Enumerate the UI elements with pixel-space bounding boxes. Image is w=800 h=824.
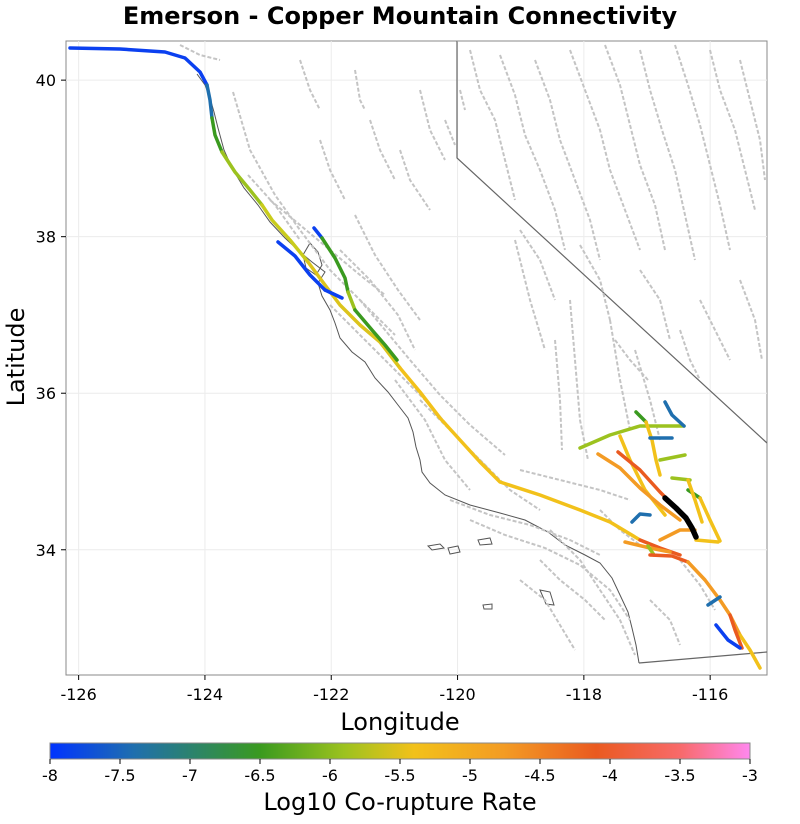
y-tick-label: 36 — [36, 384, 56, 403]
colorbar-tick-label: -8 — [42, 766, 58, 785]
y-tick-label: 40 — [36, 71, 56, 90]
state-border — [456, 41, 767, 444]
channel-islands — [426, 537, 555, 610]
colorbar-tick-label: -6 — [322, 766, 338, 785]
x-tick-label: -126 — [60, 685, 96, 704]
colorbar-tick-label: -5.5 — [384, 766, 415, 785]
colorbar-tick-label: -4.5 — [524, 766, 555, 785]
colorbar-tick-label: -3.5 — [664, 766, 695, 785]
y-axis-label: Latitude — [2, 307, 30, 407]
x-tick-label: -124 — [187, 685, 223, 704]
coastline — [196, 73, 640, 664]
x-tick-label: -116 — [692, 685, 728, 704]
x-axis-ticks: -126 -124 -122 -120 -118 -116 — [60, 675, 728, 704]
colorbar-label: Log10 Co-rupture Rate — [263, 788, 537, 816]
y-axis-ticks: 34 36 38 40 — [36, 71, 66, 560]
colorbar-tick-label: -7.5 — [104, 766, 135, 785]
y-tick-label: 34 — [36, 541, 56, 560]
mexico-border — [638, 651, 767, 664]
x-tick-label: -120 — [439, 685, 475, 704]
map-title: Emerson - Copper Mountain Connectivity — [122, 2, 678, 30]
colorbar — [49, 742, 751, 760]
rupture-segments — [68, 46, 762, 670]
x-tick-label: -122 — [313, 685, 349, 704]
colorbar-ticks: -8 -7.5 -7 -6.5 -6 -5.5 -5 -4.5 -4 -3.5 -3 — [42, 759, 758, 785]
x-tick-label: -118 — [566, 685, 602, 704]
colorbar-tick-label: -5 — [462, 766, 478, 785]
y-tick-label: 38 — [36, 228, 56, 247]
plot-frame — [65, 40, 768, 676]
colorbar-tick-label: -3 — [742, 766, 758, 785]
colorbar-tick-label: -7 — [182, 766, 198, 785]
colorbar-tick-label: -6.5 — [244, 766, 275, 785]
x-axis-label: Longitude — [340, 708, 460, 736]
colorbar-tick-label: -4 — [602, 766, 618, 785]
